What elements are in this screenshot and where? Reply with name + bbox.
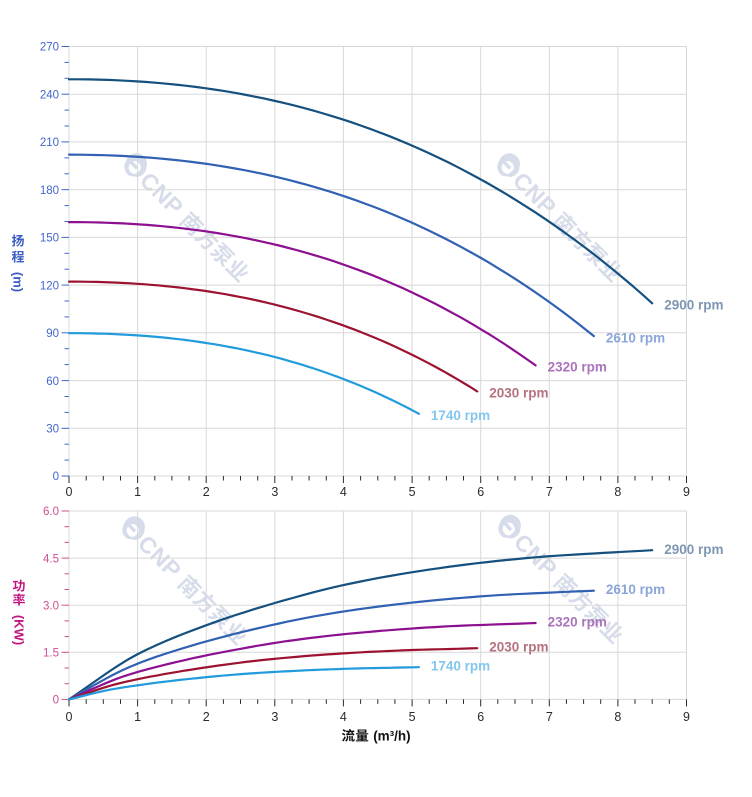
svg-text:1740 rpm: 1740 rpm bbox=[431, 659, 490, 674]
svg-text:3: 3 bbox=[271, 710, 278, 724]
svg-text:4: 4 bbox=[340, 485, 347, 499]
svg-text:1: 1 bbox=[134, 710, 141, 724]
svg-text:4: 4 bbox=[340, 710, 347, 724]
svg-text:2610 rpm: 2610 rpm bbox=[606, 582, 665, 597]
svg-text:9: 9 bbox=[683, 485, 690, 499]
svg-text:1: 1 bbox=[134, 485, 141, 499]
svg-text:1740 rpm: 1740 rpm bbox=[431, 408, 490, 423]
svg-text:210: 210 bbox=[40, 137, 59, 149]
svg-text:2: 2 bbox=[203, 710, 210, 724]
svg-text:6.0: 6.0 bbox=[43, 506, 59, 518]
svg-text:1.5: 1.5 bbox=[43, 648, 59, 660]
svg-text:2610 rpm: 2610 rpm bbox=[606, 330, 665, 345]
svg-text:2900 rpm: 2900 rpm bbox=[664, 298, 723, 313]
svg-text:7: 7 bbox=[546, 710, 553, 724]
svg-text:120: 120 bbox=[40, 280, 59, 292]
svg-text:2900 rpm: 2900 rpm bbox=[664, 542, 723, 557]
svg-text:0: 0 bbox=[66, 485, 73, 499]
svg-text:2320 rpm: 2320 rpm bbox=[548, 615, 607, 630]
svg-text:9: 9 bbox=[683, 710, 690, 724]
svg-text:8: 8 bbox=[614, 485, 621, 499]
svg-text:5: 5 bbox=[409, 710, 416, 724]
svg-text:270: 270 bbox=[40, 42, 59, 54]
svg-text:240: 240 bbox=[40, 89, 59, 101]
svg-text:(m): (m) bbox=[11, 272, 26, 292]
svg-text:90: 90 bbox=[46, 328, 59, 340]
svg-text:8: 8 bbox=[614, 710, 621, 724]
svg-text:3.0: 3.0 bbox=[43, 600, 59, 612]
svg-text:2030 rpm: 2030 rpm bbox=[489, 386, 548, 401]
svg-text:30: 30 bbox=[46, 424, 59, 436]
svg-text:0: 0 bbox=[53, 695, 59, 707]
svg-text:6: 6 bbox=[477, 485, 484, 499]
svg-text:0: 0 bbox=[53, 471, 59, 483]
svg-text:4.5: 4.5 bbox=[43, 553, 59, 565]
svg-text:0: 0 bbox=[66, 710, 73, 724]
svg-text:2030 rpm: 2030 rpm bbox=[489, 640, 548, 655]
svg-text:(m³/h): (m³/h) bbox=[373, 729, 411, 744]
svg-text:2320 rpm: 2320 rpm bbox=[548, 360, 607, 375]
svg-text:150: 150 bbox=[40, 233, 59, 245]
svg-text:7: 7 bbox=[546, 485, 553, 499]
svg-text:5: 5 bbox=[409, 485, 416, 499]
svg-text:6: 6 bbox=[477, 710, 484, 724]
svg-text:180: 180 bbox=[40, 185, 59, 197]
svg-text:(KW): (KW) bbox=[12, 615, 27, 645]
svg-text:3: 3 bbox=[271, 485, 278, 499]
svg-text:2: 2 bbox=[203, 485, 210, 499]
svg-text:60: 60 bbox=[46, 376, 59, 388]
